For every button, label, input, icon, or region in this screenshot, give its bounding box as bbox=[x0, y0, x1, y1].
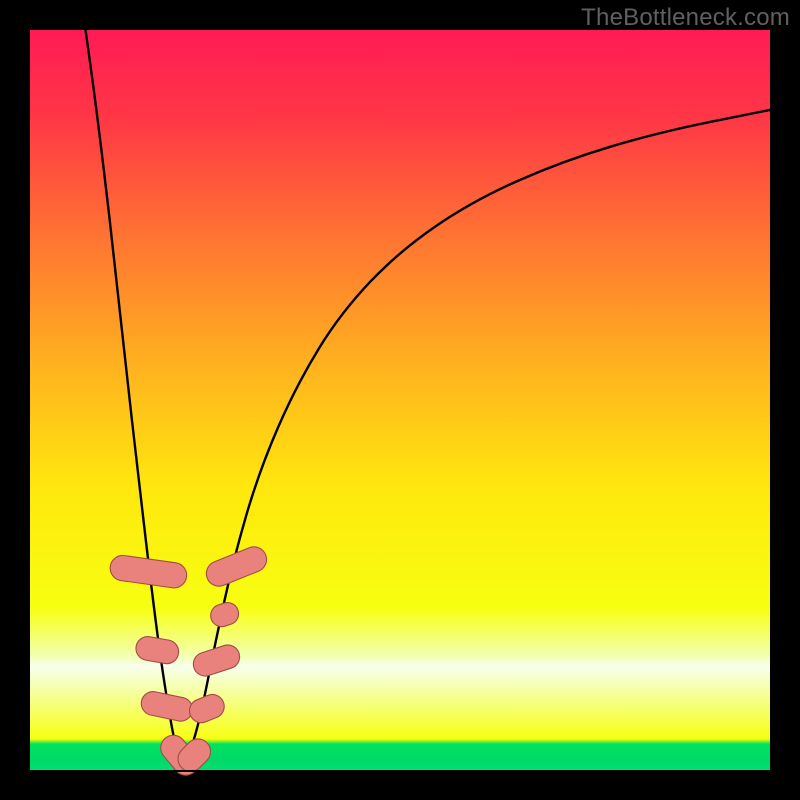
chart-wrapper: TheBottleneck.com bbox=[0, 0, 800, 800]
bottleneck-chart bbox=[0, 0, 800, 800]
plot-area bbox=[30, 30, 770, 770]
